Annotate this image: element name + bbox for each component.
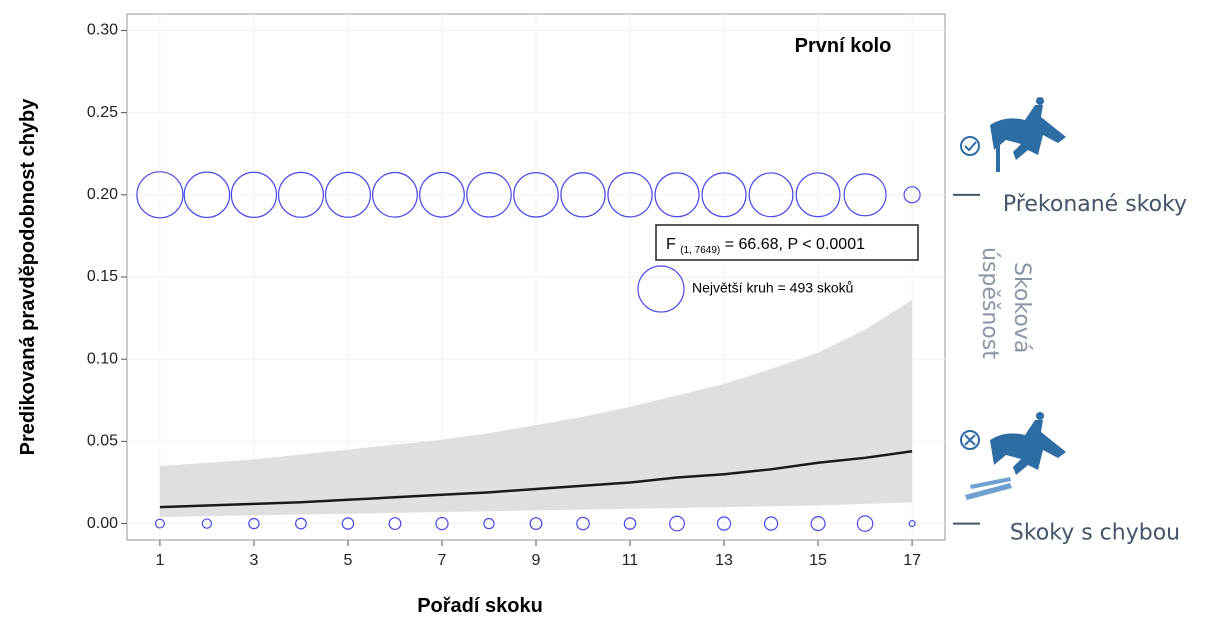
bubble [748, 172, 794, 218]
y-tick-label: 0.00 [87, 515, 118, 532]
bubble [908, 520, 916, 528]
y-tick-label: 0.15 [87, 268, 118, 285]
x-tick-label: 9 [532, 552, 541, 569]
bubble [201, 518, 213, 529]
plot-layer: 0.000.050.100.150.200.250.301 3 5 7 9 11 13 15 1… [87, 14, 945, 569]
bubble [607, 172, 653, 218]
x-tick-label: 15 [809, 552, 827, 569]
horse-icon-fault [960, 412, 1066, 500]
bubble [810, 516, 826, 532]
bubble [419, 171, 465, 218]
x-tick-label: 1 [155, 552, 164, 569]
y-tick-label: 0.20 [87, 186, 118, 203]
y-tick-label: 0.10 [87, 350, 118, 367]
bubble [483, 517, 495, 530]
size-legend-circle [637, 265, 685, 313]
side-label-1: Skoková [1009, 262, 1034, 353]
bubble [324, 171, 372, 218]
size-legend-label: Největší kruh = 493 skoků [692, 280, 853, 296]
confidence-band [159, 300, 913, 517]
x-tick-label: 3 [249, 552, 258, 569]
y-tick-label: 0.25 [87, 104, 118, 121]
bubble [529, 517, 543, 531]
bubble [576, 516, 590, 531]
x-axis-title: Pořadí skoku [417, 595, 543, 617]
bubble [466, 171, 512, 218]
y-axis-title: Predikovaná pravděpodobnost chyby [17, 98, 39, 456]
x-tick-label: 7 [438, 552, 447, 569]
bubble [372, 171, 418, 218]
horse-icon-success [960, 97, 1066, 172]
bubble [183, 171, 231, 219]
x-tick-label: 5 [344, 552, 353, 569]
stat-rest: = 66.68, P < 0.0001 [725, 236, 865, 253]
bubble [136, 171, 184, 219]
bubble [763, 516, 779, 531]
y-tick-label: 0.30 [87, 22, 118, 39]
side-series-label: Překonané skoky [1003, 192, 1187, 217]
bubble [513, 171, 559, 218]
side-label-2: úspěšnost [977, 247, 1002, 359]
bubble [560, 172, 606, 218]
bubble [341, 517, 355, 530]
bubble [716, 516, 732, 531]
bubble [843, 173, 887, 217]
bubble [856, 515, 874, 532]
bubble [654, 172, 700, 218]
y-tick-label: 0.05 [87, 433, 118, 450]
bubble [435, 516, 449, 531]
bubble [230, 171, 278, 218]
stat-f: F [666, 236, 676, 253]
stat-box [655, 224, 919, 261]
chart-title: První kolo [795, 35, 892, 57]
bubble [248, 517, 260, 530]
bubble [154, 518, 165, 529]
bubble [277, 171, 324, 218]
side-series-label: Skoky s chybou [1010, 521, 1180, 546]
bubble [669, 515, 685, 532]
x-tick-label: 17 [903, 552, 921, 569]
x-tick-label: 13 [715, 552, 733, 569]
bubble [295, 517, 307, 530]
bubble [388, 517, 402, 531]
bubble [623, 517, 637, 530]
bubble [701, 172, 747, 218]
stat-df: (1, 7649) [680, 245, 720, 256]
x-tick-label: 11 [622, 552, 639, 569]
predicted-line [159, 449, 913, 509]
stat-text: F (1, 7649) = 66.68, P < 0.0001 [666, 236, 865, 257]
bubble [795, 172, 841, 218]
bubble [903, 186, 921, 204]
